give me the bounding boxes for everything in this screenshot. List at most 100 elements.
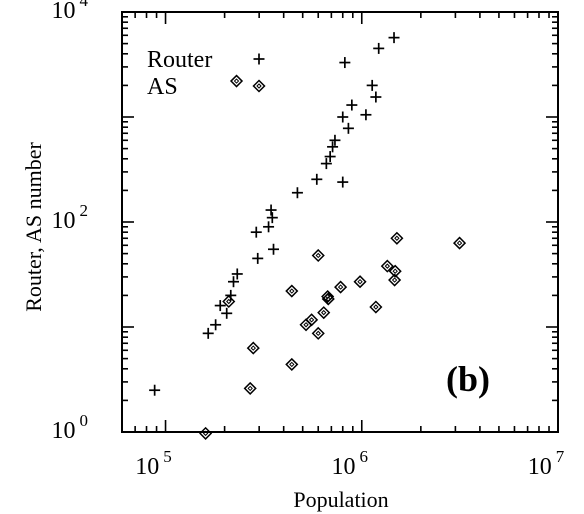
legend-label-router: Router — [147, 47, 212, 73]
router-point — [327, 141, 339, 153]
diamond-marker-outer — [199, 426, 213, 440]
diamond-marker-outer — [305, 313, 319, 327]
diamond-marker-outer — [380, 259, 394, 273]
diamond-marker-outer — [388, 264, 402, 278]
plot-frame — [121, 11, 559, 433]
router-point — [231, 268, 243, 280]
as-point — [388, 264, 402, 278]
y-axis-label: Router, AS number — [21, 142, 46, 312]
legend-marker-router — [253, 53, 265, 65]
diamond-marker-outer — [311, 326, 325, 340]
diamond-marker-inner — [321, 309, 327, 316]
diamond-marker-inner — [289, 288, 295, 294]
x-axis-label: Population — [293, 487, 388, 512]
router-point — [221, 307, 233, 319]
diamond-marker-outer — [452, 236, 467, 250]
diamond-marker-outer — [388, 273, 402, 287]
router-point — [324, 151, 336, 163]
diamond-marker-inner — [392, 268, 398, 274]
diamond-marker-inner — [289, 361, 295, 368]
diamond-marker-outer — [299, 318, 313, 332]
router-point — [360, 109, 372, 121]
diamond-marker-inner — [315, 330, 321, 337]
diamond-marker-inner — [250, 345, 256, 351]
as-point — [311, 326, 325, 340]
diamond-marker-outer — [321, 292, 335, 306]
router-point — [250, 226, 262, 238]
router-point — [329, 134, 341, 146]
router-point — [252, 252, 264, 264]
as-point — [285, 357, 299, 371]
diamond-marker-outer — [243, 381, 257, 395]
as-point — [380, 259, 394, 273]
diamond-marker-inner — [384, 263, 391, 269]
data-points — [149, 32, 467, 440]
as-point — [369, 300, 383, 314]
router-point — [266, 212, 278, 224]
diamond-marker-inner — [315, 252, 321, 259]
router-point — [370, 91, 382, 103]
as-point — [321, 292, 335, 306]
as-point — [390, 231, 404, 245]
as-point — [334, 280, 348, 294]
as-point — [243, 381, 257, 395]
diamond-marker-outer — [317, 306, 331, 320]
router-point — [265, 204, 277, 216]
diamond-marker-inner — [226, 298, 232, 305]
diamond-marker-inner — [247, 385, 253, 392]
diamond-marker-outer — [390, 231, 404, 245]
tick-labels: 10 5 10 6 10 7 10 0 10 2 10 4 — [52, 0, 565, 480]
diamond-marker-outer — [246, 341, 260, 355]
y-tick-label: 10 4 — [52, 0, 89, 24]
router-point — [214, 300, 226, 312]
y-tick-label: 10 0 — [52, 411, 89, 444]
diamond-marker-inner — [256, 83, 262, 89]
diamond-marker-inner — [373, 304, 379, 310]
as-point — [305, 313, 319, 327]
router-point — [263, 221, 275, 233]
diamond-marker-inner — [303, 322, 309, 328]
diamond-marker-outer — [229, 74, 244, 88]
diamond-marker-outer — [222, 294, 236, 309]
diamond-marker-outer — [252, 79, 266, 93]
router-point — [210, 319, 222, 331]
as-point — [285, 284, 299, 298]
router-point — [342, 122, 354, 134]
as-point — [199, 426, 213, 440]
as-point — [317, 306, 331, 320]
router-point — [268, 243, 280, 255]
plot-axes — [121, 11, 559, 433]
as-point — [452, 236, 467, 250]
diamond-marker-outer — [285, 284, 299, 298]
router-point — [339, 57, 351, 69]
router-point — [388, 32, 400, 44]
diamond-marker-inner — [308, 317, 315, 323]
as-point — [353, 275, 367, 289]
diamond-marker-inner — [233, 78, 240, 84]
router-point — [311, 173, 323, 185]
tick-marks — [121, 11, 559, 433]
diamond-marker-outer — [285, 357, 299, 371]
router-point — [373, 42, 385, 54]
as-point — [311, 248, 325, 263]
legend-label-as: AS — [147, 74, 178, 100]
diamond-marker-inner — [394, 235, 400, 241]
as-point — [229, 74, 244, 88]
diamond-marker-inner — [391, 277, 398, 283]
diamond-marker-outer — [353, 275, 367, 289]
router-point — [366, 79, 378, 91]
router-point — [291, 187, 303, 199]
x-tick-label: 10 7 — [528, 447, 565, 480]
router-point — [337, 111, 349, 123]
diamond-marker-outer — [311, 248, 325, 263]
diamond-marker-inner — [357, 278, 363, 285]
diamond-marker-outer — [334, 280, 348, 294]
diamond-marker-outer — [369, 300, 383, 314]
panel-label: (b) — [446, 359, 490, 399]
as-point — [246, 341, 260, 355]
router-point — [346, 99, 358, 111]
diamond-marker-outer — [321, 289, 335, 304]
diamond-marker-inner — [456, 240, 463, 246]
